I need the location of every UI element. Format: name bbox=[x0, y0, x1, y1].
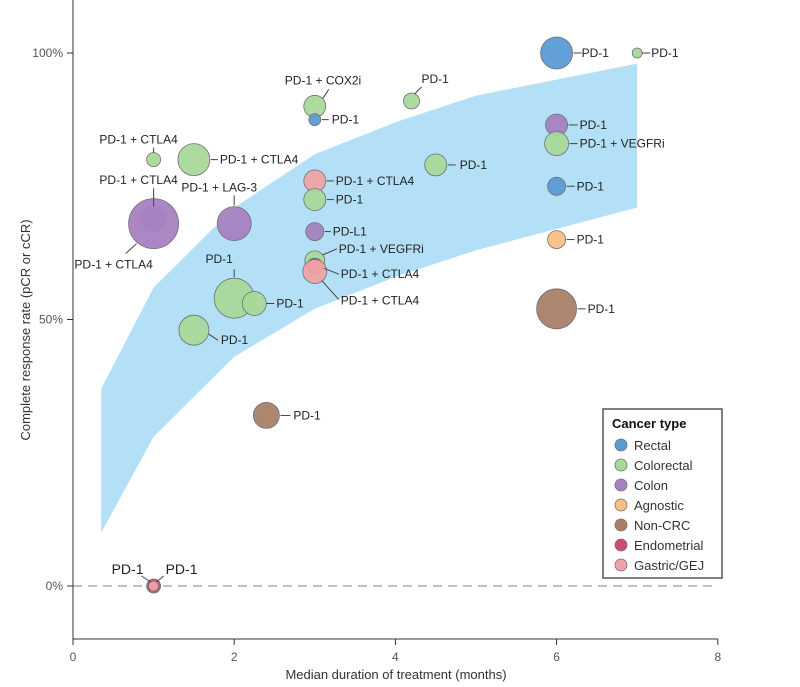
point-labels: PD-1 PD-1 PD-1 + COX2i PD-1 PD-1 PD-1 PD-1 + V… bbox=[74, 46, 679, 583]
point-label-pd-1: PD-1 bbox=[580, 118, 608, 132]
legend-label-colorectal: Colorectal bbox=[634, 458, 693, 473]
y-tick-label: 0% bbox=[46, 579, 64, 593]
point-label-pd-1-ctla4: PD-1 + CTLA4 bbox=[336, 174, 415, 188]
legend-swatch-agnostic bbox=[614, 498, 628, 512]
label-leader-line bbox=[323, 267, 339, 275]
point-label-pd-1-ctla4: PD-1 + CTLA4 bbox=[220, 153, 299, 167]
point-rectal-pd-1 bbox=[547, 176, 566, 196]
point-rectal-pd-1 bbox=[540, 36, 573, 70]
point-label-pd-1-ctla4: PD-1 + CTLA4 bbox=[341, 294, 420, 308]
point-label-pd-1-lag-3: PD-1 + LAG-3 bbox=[181, 181, 257, 195]
point-label-pd-1-ctla4: PD-1 + CTLA4 bbox=[99, 133, 178, 147]
point-colorectal-pd-1 bbox=[241, 291, 267, 316]
point-agnostic-pd-1 bbox=[547, 230, 566, 250]
legend: Cancer type Rectal Colorectal Colon Agnosti… bbox=[602, 408, 723, 579]
legend-label-agnostic: Agnostic bbox=[634, 498, 684, 513]
point-label-pd-1: PD-1 bbox=[293, 408, 321, 422]
legend-swatch-gastric-gej bbox=[614, 558, 628, 572]
label-leader-line bbox=[321, 280, 340, 300]
point-label-pd-1-ctla4: PD-1 + CTLA4 bbox=[341, 267, 420, 281]
point-colorectal-pd-1 bbox=[178, 314, 210, 346]
label-leader-line bbox=[322, 248, 337, 256]
point-gastric-gej-pd-1-ctla4 bbox=[302, 259, 328, 284]
point-rectal-pd-1 bbox=[308, 113, 322, 126]
point-label-pd-1: PD-1 bbox=[422, 72, 450, 86]
point-label-pd-1: PD-1 bbox=[460, 158, 488, 172]
point-colon-pd-1-lag-3 bbox=[216, 206, 252, 242]
point-colorectal-pd-1 bbox=[403, 92, 420, 110]
point-label-pd-1: PD-1 bbox=[577, 233, 605, 247]
point-label-pd-1: PD-1 bbox=[332, 113, 360, 127]
legend-label-gastric-gej: Gastric/GEJ bbox=[634, 558, 704, 573]
label-leader-line bbox=[141, 575, 151, 583]
point-colon-pd-l1 bbox=[305, 222, 325, 242]
point-label-pd-1: PD-1 bbox=[651, 46, 679, 60]
y-tick-label: 50% bbox=[39, 313, 63, 327]
data-points bbox=[128, 36, 643, 594]
x-tick-label: 8 bbox=[714, 650, 721, 664]
point-label-pd-1: PD-1 bbox=[221, 333, 249, 347]
point-colorectal-pd-1 bbox=[424, 153, 448, 177]
point-label-pd-1: PD-1 bbox=[577, 179, 605, 193]
point-label-pd-1: PD-1 bbox=[206, 252, 234, 266]
x-axis-title: Median duration of treatment (months) bbox=[285, 667, 506, 682]
point-colorectal-pd-1 bbox=[303, 188, 327, 212]
point-label-pd-1-ctla4: PD-1 + CTLA4 bbox=[74, 258, 153, 272]
point-label-pd-1-vegfri: PD-1 + VEGFRi bbox=[339, 242, 424, 256]
legend-label-endometrial: Endometrial bbox=[634, 538, 703, 553]
point-label-pd-1-cox2i: PD-1 + COX2i bbox=[285, 73, 361, 87]
point-colorectal-pd-1-vegfri bbox=[544, 131, 569, 157]
legend-label-rectal: Rectal bbox=[634, 438, 671, 453]
point-colorectal-pd-1-ctla4 bbox=[146, 152, 162, 168]
point-label-pd-1-ctla4: PD-1 + CTLA4 bbox=[99, 173, 178, 187]
point-colorectal-pd-1-ctla4 bbox=[177, 143, 211, 177]
x-ticks: 0 2 4 6 8 bbox=[70, 639, 721, 664]
y-axis-title: Complete response rate (pCR or cCR) bbox=[18, 219, 33, 440]
legend-swatch-rectal bbox=[614, 438, 628, 452]
legend-label-non-crc: Non-CRC bbox=[634, 518, 690, 533]
point-label-pd-1: PD-1 bbox=[582, 46, 610, 60]
legend-items: Rectal Colorectal Colon Agnostic Non-CRC Endo… bbox=[614, 438, 704, 573]
label-leader-line bbox=[125, 243, 137, 254]
legend-title: Cancer type bbox=[612, 416, 686, 431]
point-non-crc-pd-1 bbox=[252, 401, 280, 429]
point-gastric-gej-pd-1 bbox=[148, 580, 160, 592]
point-colorectal-pd-1 bbox=[631, 47, 643, 59]
y-ticks: 0% 50% 100% bbox=[32, 46, 73, 593]
x-tick-label: 2 bbox=[231, 650, 238, 664]
label-leader-line bbox=[322, 89, 330, 99]
legend-swatch-colon bbox=[614, 478, 628, 492]
point-label-pd-1: PD-1 bbox=[588, 302, 616, 316]
x-tick-label: 4 bbox=[392, 650, 399, 664]
point-label-pd-1: PD-1 bbox=[276, 297, 304, 311]
label-leader-line bbox=[156, 575, 164, 583]
point-label-pd-1-vegfri: PD-1 + VEGFRi bbox=[580, 137, 665, 151]
x-tick-label: 6 bbox=[553, 650, 560, 664]
point-non-crc-pd-1 bbox=[536, 288, 577, 330]
legend-swatch-endometrial bbox=[614, 538, 628, 552]
response-band bbox=[101, 63, 638, 533]
point-label-pd-l1: PD-L1 bbox=[333, 225, 367, 239]
label-leader-line bbox=[414, 86, 422, 95]
y-tick-label: 100% bbox=[32, 46, 63, 60]
point-label-pd-1: PD-1 bbox=[112, 561, 144, 577]
point-label-pd-1: PD-1 bbox=[166, 561, 198, 577]
legend-swatch-non-crc bbox=[614, 518, 628, 532]
x-tick-label: 0 bbox=[70, 650, 77, 664]
point-label-pd-1: PD-1 bbox=[336, 193, 364, 207]
legend-swatch-colorectal bbox=[614, 458, 628, 472]
legend-label-colon: Colon bbox=[634, 478, 668, 493]
label-leader-line bbox=[208, 333, 219, 341]
